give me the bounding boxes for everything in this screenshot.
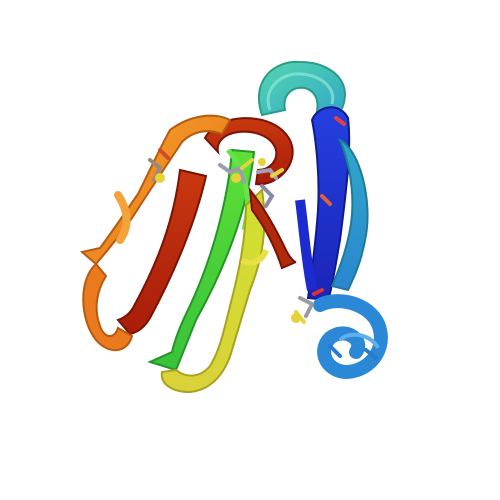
red-loop-top (203, 117, 297, 270)
side-chain-sticks (148, 116, 378, 360)
cyan-strand (313, 137, 388, 380)
yellow-accents (155, 158, 301, 323)
orange-strand (79, 114, 232, 351)
